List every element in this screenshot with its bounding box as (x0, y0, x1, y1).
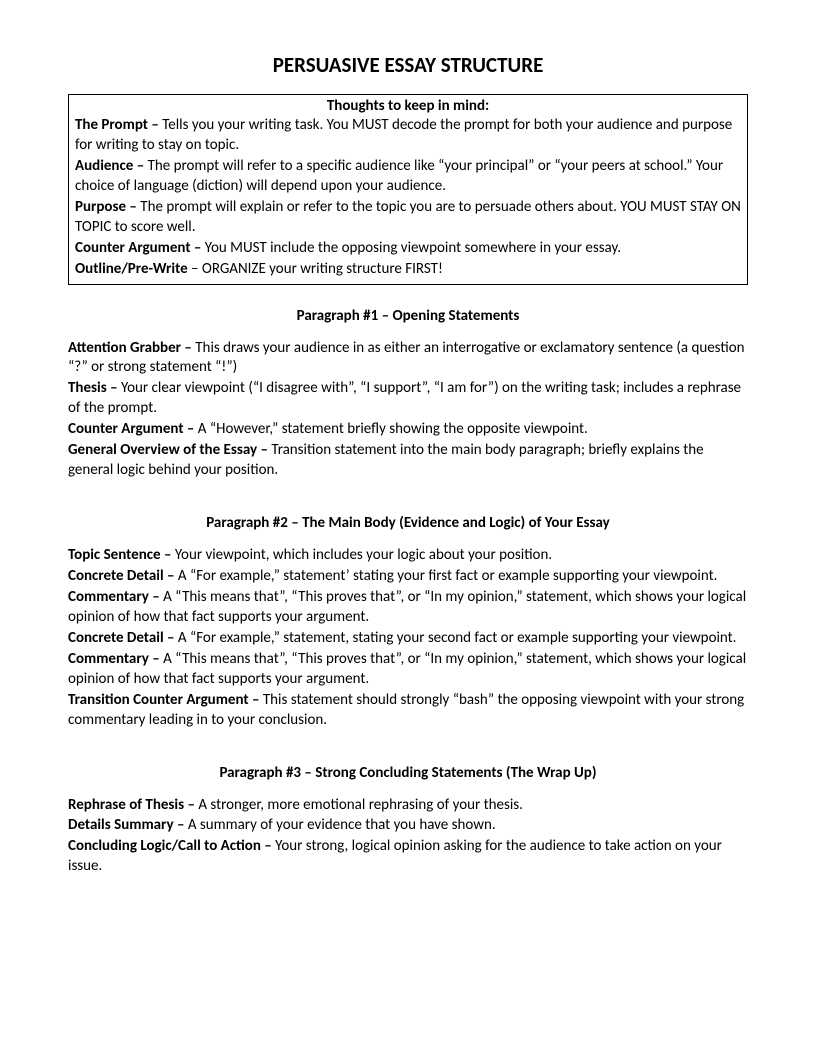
term: Concrete Detail – (68, 629, 178, 647)
term: Topic Sentence – (68, 546, 175, 564)
desc: Tells you your writing task. You MUST de… (75, 116, 732, 154)
spacer (68, 482, 748, 492)
definition-line: Topic Sentence – Your viewpoint, which i… (68, 546, 748, 566)
desc: The prompt will refer to a specific audi… (75, 157, 723, 195)
desc: The prompt will explain or refer to the … (75, 198, 741, 236)
term: Transition Counter Argument – (68, 691, 263, 709)
box-item: Counter Argument – You MUST include the … (75, 239, 741, 259)
section-body: Topic Sentence – Your viewpoint, which i… (68, 546, 748, 730)
box-item: Purpose – The prompt will explain or ref… (75, 198, 741, 238)
document-page: PERSUASIVE ESSAY STRUCTURE Thoughts to k… (0, 0, 816, 938)
desc: A stronger, more emotional rephrasing of… (198, 796, 523, 814)
desc: You MUST include the opposing viewpoint … (205, 239, 621, 257)
term: Counter Argument – (68, 420, 198, 438)
term: Commentary – (68, 650, 163, 668)
desc: A summary of your evidence that you have… (188, 816, 496, 834)
desc: A “This means that”, “This proves that”,… (68, 650, 746, 688)
document-title: PERSUASIVE ESSAY STRUCTURE (68, 52, 748, 78)
desc: Your clear viewpoint (“I disagree with”,… (68, 379, 741, 417)
desc: A “For example,” statement, stating your… (178, 629, 737, 647)
term: Audience – (75, 157, 148, 175)
term: Details Summary – (68, 816, 188, 834)
section-body: Attention Grabber – This draws your audi… (68, 339, 748, 482)
term: Concrete Detail – (68, 567, 178, 585)
section-heading: Paragraph #3 – Strong Concluding Stateme… (68, 764, 748, 782)
section-body: Rephrase of Thesis – A stronger, more em… (68, 796, 748, 878)
definition-line: General Overview of the Essay – Transiti… (68, 441, 748, 481)
definition-line: Attention Grabber – This draws your audi… (68, 339, 748, 379)
term: The Prompt – (75, 116, 162, 134)
desc: A “However,” statement briefly showing t… (198, 420, 588, 438)
definition-line: Concrete Detail – A “For example,” state… (68, 567, 748, 587)
definition-line: Counter Argument – A “However,” statemen… (68, 420, 748, 440)
desc: – ORGANIZE your writing structure FIRST! (188, 260, 443, 278)
definition-line: Thesis – Your clear viewpoint (“I disagr… (68, 379, 748, 419)
definition-line: Details Summary – A summary of your evid… (68, 816, 748, 836)
section-heading: Paragraph #1 – Opening Statements (68, 307, 748, 325)
box-item: The Prompt – Tells you your writing task… (75, 116, 741, 156)
term: General Overview of the Essay – (68, 441, 271, 459)
term: Thesis – (68, 379, 121, 397)
desc: A “This means that”, “This proves that”,… (68, 588, 746, 626)
term: Purpose – (75, 198, 140, 216)
definition-line: Transition Counter Argument – This state… (68, 691, 748, 731)
box-item: Audience – The prompt will refer to a sp… (75, 157, 741, 197)
term: Counter Argument – (75, 239, 205, 257)
definition-line: Rephrase of Thesis – A stronger, more em… (68, 796, 748, 816)
term: Commentary – (68, 588, 163, 606)
term: Rephrase of Thesis – (68, 796, 198, 814)
definition-line: Concluding Logic/Call to Action – Your s… (68, 837, 748, 877)
section-heading: Paragraph #2 – The Main Body (Evidence a… (68, 514, 748, 532)
thoughts-box-heading: Thoughts to keep in mind: (75, 97, 741, 115)
thoughts-box: Thoughts to keep in mind: The Prompt – T… (68, 94, 748, 285)
definition-line: Commentary – A “This means that”, “This … (68, 588, 748, 628)
box-item: Outline/Pre-Write – ORGANIZE your writin… (75, 260, 741, 280)
term: Attention Grabber – (68, 339, 195, 357)
definition-line: Concrete Detail – A “For example,” state… (68, 629, 748, 649)
definition-line: Commentary – A “This means that”, “This … (68, 650, 748, 690)
term: Outline/Pre-Write (75, 260, 188, 278)
desc: A “For example,” statement’ stating your… (178, 567, 718, 585)
desc: Your viewpoint, which includes your logi… (175, 546, 552, 564)
spacer (68, 732, 748, 742)
term: Concluding Logic/Call to Action – (68, 837, 275, 855)
